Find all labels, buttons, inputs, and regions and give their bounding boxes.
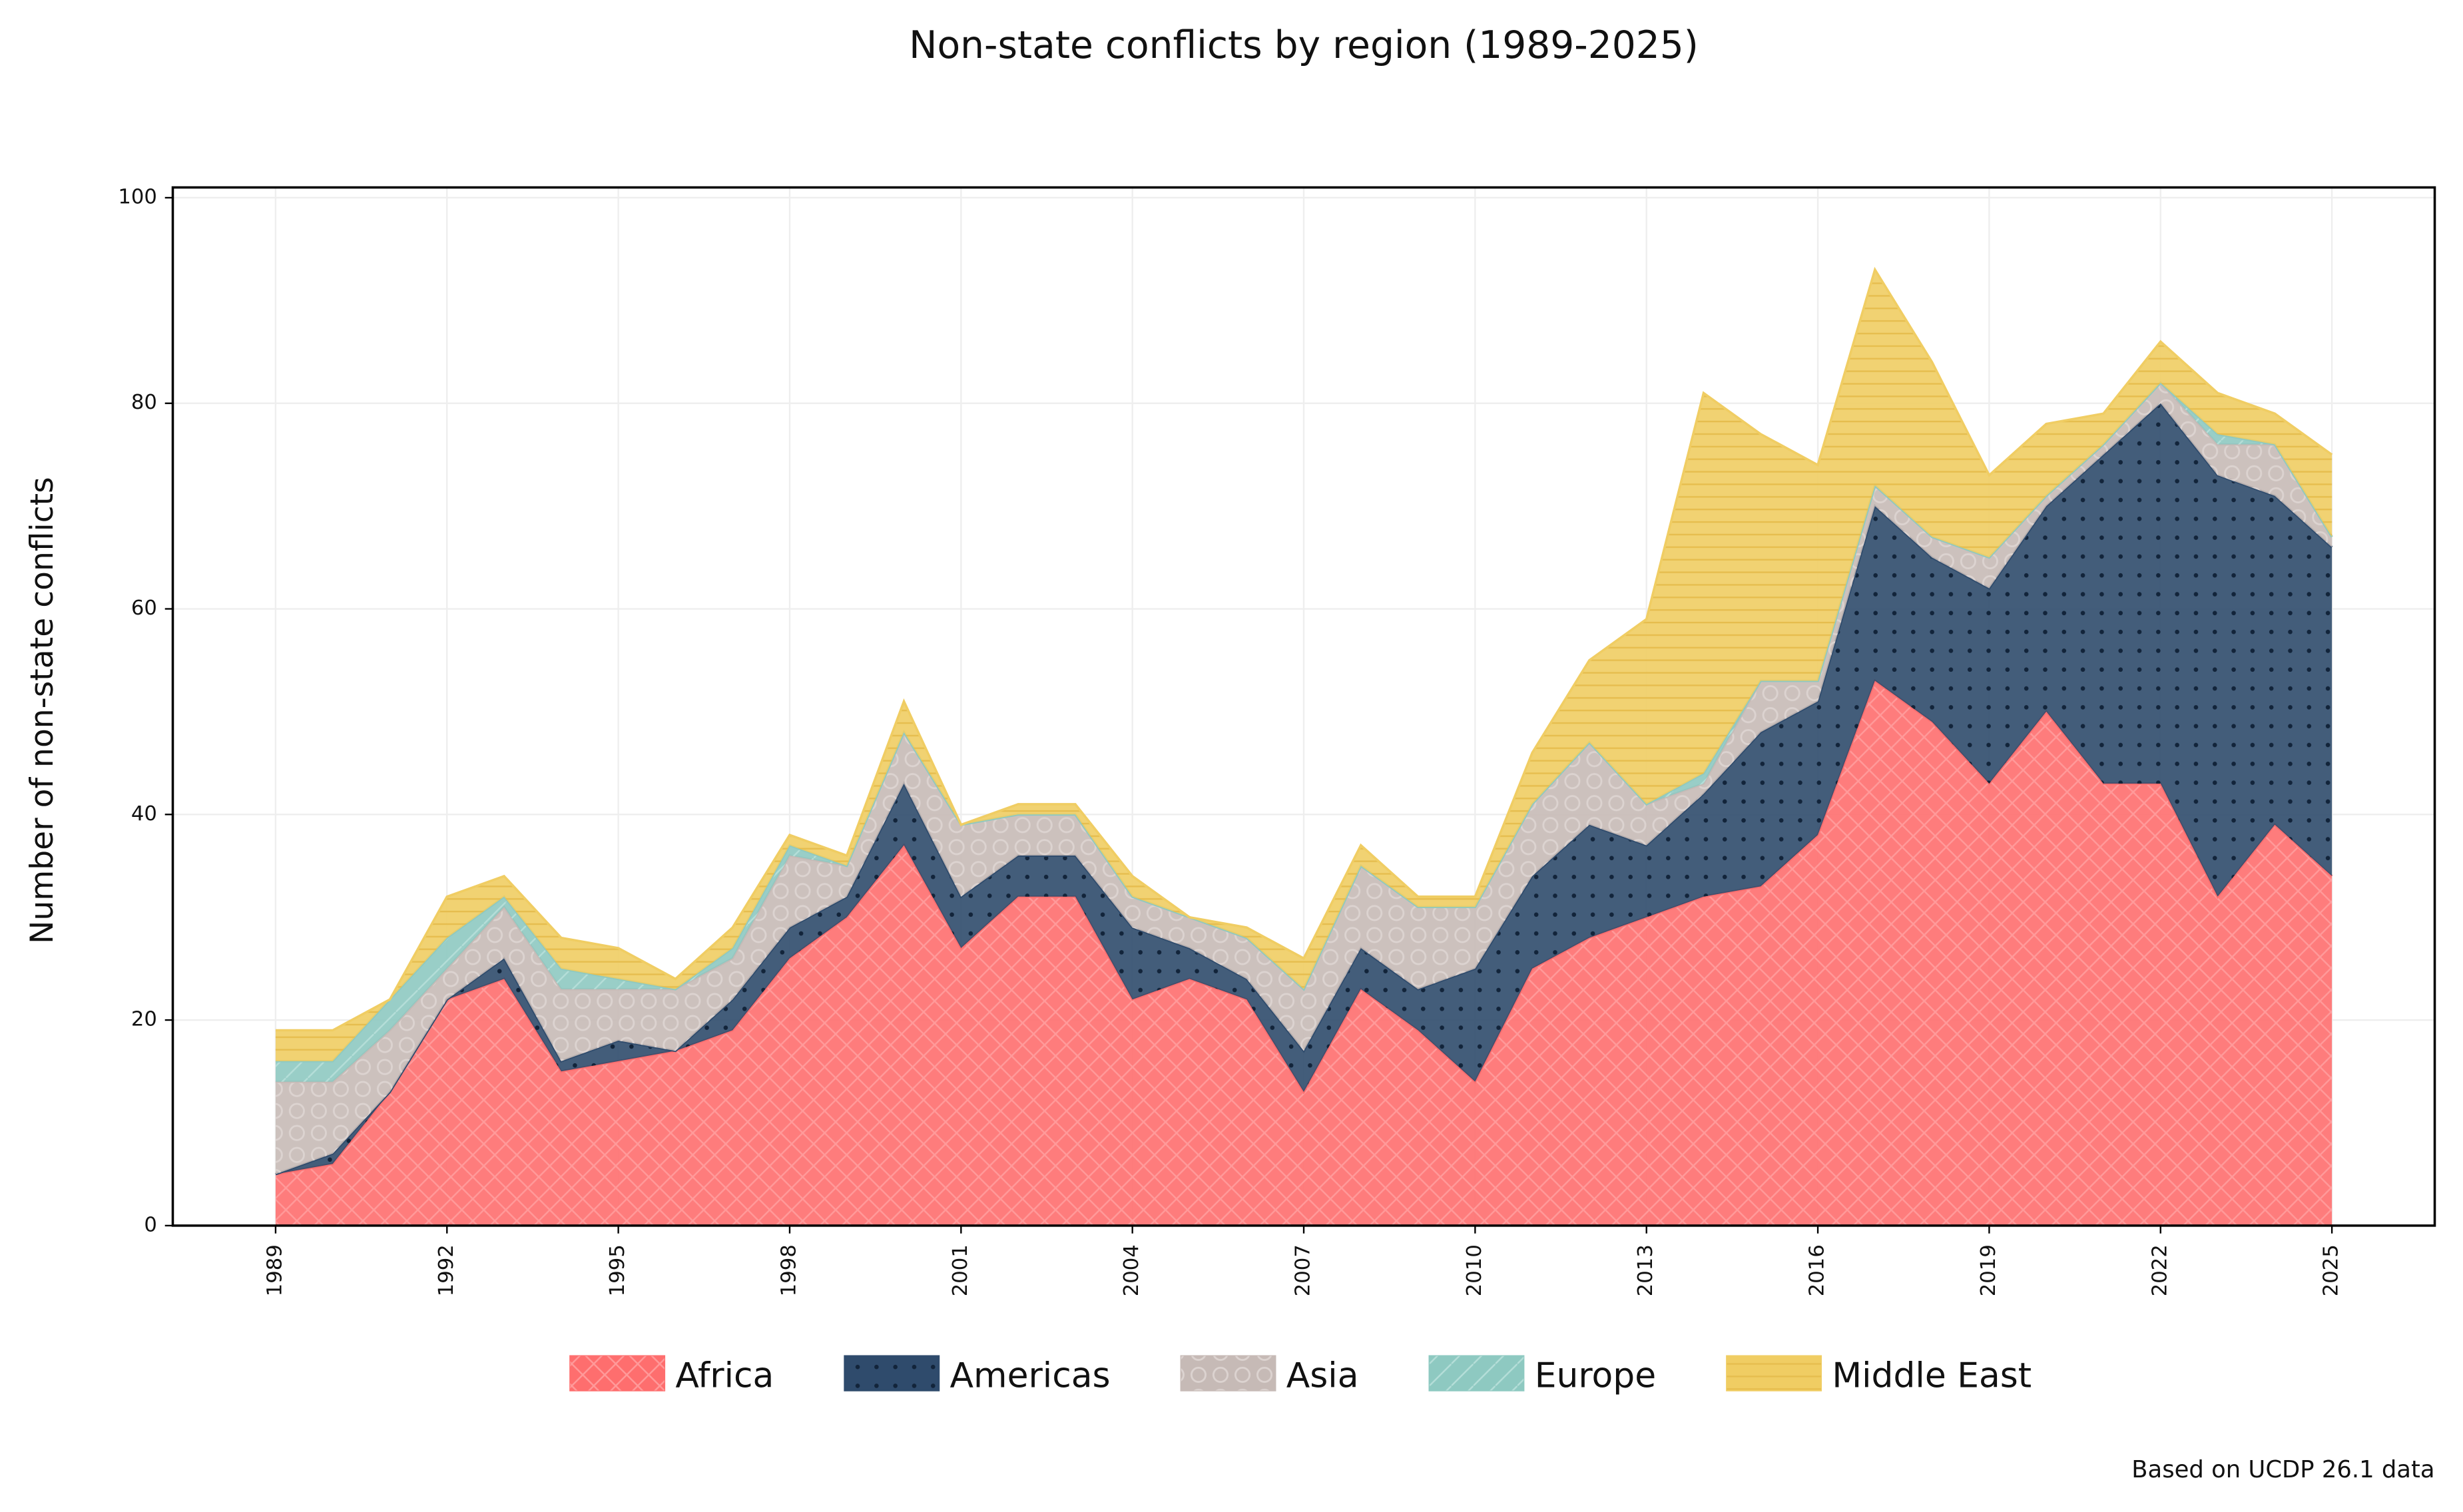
area-pattern bbox=[275, 270, 2332, 1061]
x-tick-label: 2004 bbox=[1120, 1244, 1143, 1296]
y-tick-label: 0 bbox=[144, 1213, 157, 1236]
areas bbox=[275, 266, 2333, 1226]
x-tick-label: 2019 bbox=[1977, 1244, 2000, 1296]
legend-swatch-pattern bbox=[570, 1356, 665, 1391]
source-note: Based on UCDP 26.1 data bbox=[2131, 1456, 2434, 1483]
y-tick-label: 100 bbox=[118, 185, 157, 208]
x-tick-label: 1992 bbox=[435, 1244, 458, 1296]
area-group bbox=[275, 266, 2333, 1061]
legend: Africa Americas Asia Europe Middle East bbox=[569, 1355, 2032, 1396]
y-axis-label: Number of non-state conflicts bbox=[24, 477, 61, 944]
x-tick-label: 1995 bbox=[606, 1244, 629, 1296]
legend-swatch-pattern bbox=[1727, 1356, 1821, 1391]
x-tick-label: 2001 bbox=[949, 1244, 972, 1296]
y-tick-label: 20 bbox=[131, 1008, 157, 1031]
x-tick-label: 2016 bbox=[1806, 1244, 1829, 1296]
area-pattern bbox=[275, 382, 2332, 1174]
y-tick-label: 60 bbox=[131, 597, 157, 620]
x-tick-label: 2013 bbox=[1634, 1244, 1657, 1296]
legend-label: Africa bbox=[675, 1356, 774, 1396]
x-tick-label: 1989 bbox=[263, 1244, 286, 1296]
legend-swatch-pattern bbox=[1181, 1356, 1276, 1391]
legend-label: Asia bbox=[1286, 1356, 1359, 1396]
x-tick-label: 1998 bbox=[777, 1244, 800, 1296]
legend-label: Middle East bbox=[1832, 1356, 2032, 1396]
legend-swatch-pattern bbox=[844, 1356, 940, 1391]
legend-label: Americas bbox=[950, 1356, 1111, 1396]
area-pattern bbox=[275, 403, 2332, 1174]
x-tick-label: 2007 bbox=[1292, 1244, 1315, 1296]
x-tick-label: 2025 bbox=[2320, 1244, 2343, 1296]
area-pattern bbox=[275, 680, 2332, 1226]
area-edge bbox=[275, 266, 2333, 1032]
y-tick-label: 40 bbox=[131, 802, 157, 826]
axes: 0 20 40 60 80 100 1989 1992 1995 1998 2001 2004 2007… bbox=[118, 185, 2342, 1296]
x-tick-label: 2022 bbox=[2148, 1244, 2171, 1296]
chart-title: Non-state conflicts by region (1989-2025… bbox=[909, 23, 1699, 67]
y-tick-label: 80 bbox=[131, 391, 157, 414]
legend-swatch-pattern bbox=[1429, 1356, 1524, 1391]
legend-label: Europe bbox=[1535, 1356, 1656, 1396]
x-tick-label: 2010 bbox=[1463, 1244, 1486, 1296]
